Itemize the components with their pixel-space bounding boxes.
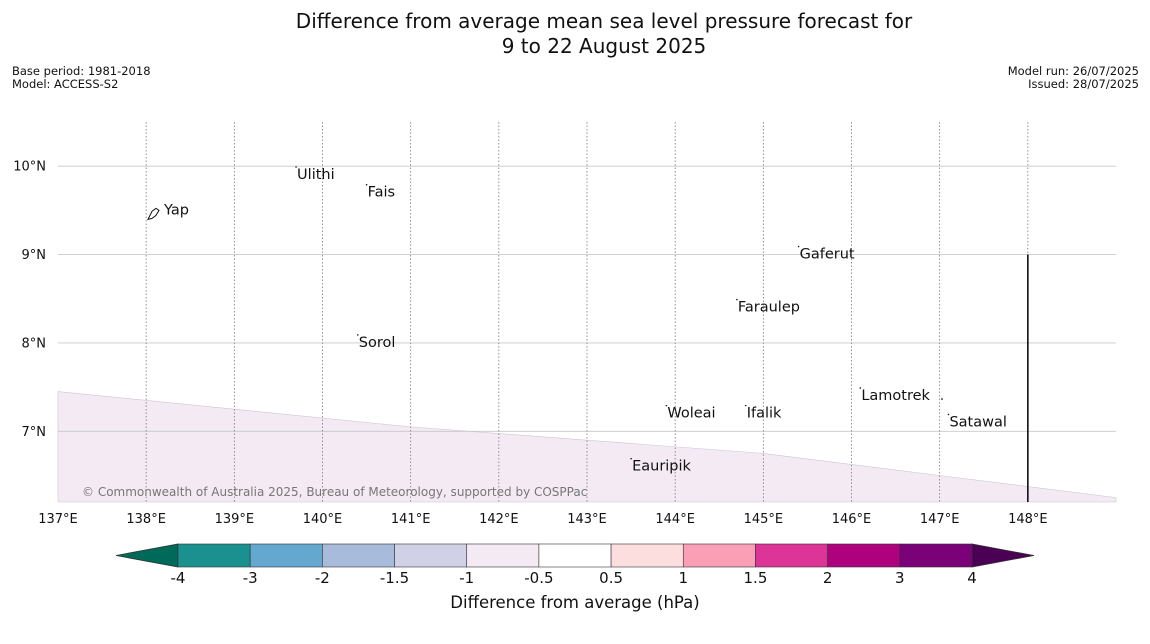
colorbar-tick-label: -4 — [171, 569, 186, 587]
colorbar-bin — [322, 543, 395, 568]
island-yap-outline — [147, 207, 160, 221]
island-marker — [941, 398, 943, 400]
lon-tick-label: 137°E — [38, 512, 78, 527]
island-eauripik-marker — [630, 457, 632, 460]
place-label-ulithi: Ulithi — [297, 167, 335, 183]
colorbar-tick-label: 0.5 — [599, 569, 623, 587]
place-label-lamotrek: Lamotrek — [861, 388, 930, 404]
colorbar-bin — [899, 543, 973, 568]
title-line-2: 9 to 22 August 2025 — [501, 34, 707, 58]
island-lamotrek-marker — [859, 387, 862, 389]
colorbar: -4 -3 -2 -1.5 -1 -0.5 0.5 1 1.5 2 3 4 — [115, 543, 1035, 587]
colorbar-tick-label: 3 — [895, 569, 905, 587]
colorbar-bin — [538, 543, 612, 568]
island-faraulep-marker — [736, 298, 738, 301]
place-label-fais: Fais — [368, 185, 395, 201]
place-label-faraulep: Faraulep — [738, 300, 800, 316]
lon-tick-label: 143°E — [567, 512, 607, 527]
place-label-gaferut: Gaferut — [800, 247, 855, 263]
lon-tick-label: 142°E — [479, 512, 519, 527]
colorbar-tick-label: 2 — [823, 569, 833, 587]
model-run-text: Model run: 26/07/2025 — [1007, 64, 1139, 78]
forecast-info-right: Model run: 26/07/2025 Issued: 28/07/2025 — [1008, 65, 1139, 91]
colorbar-tick-label: 1 — [678, 569, 688, 587]
lon-tick-label: 148°E — [1008, 512, 1048, 527]
anomaly-region — [57, 391, 1117, 503]
lat-tick-label: 8°N — [22, 336, 47, 351]
copyright-notice: © Commonwealth of Australia 2025, Bureau… — [82, 485, 587, 499]
lon-tick-label: 147°E — [920, 512, 960, 527]
colorbar-tick-label: -3 — [243, 569, 258, 587]
colorbar-low-extension — [115, 543, 179, 568]
island-satawal-marker — [947, 413, 950, 416]
colorbar-tick-label: -0.5 — [524, 569, 553, 587]
island-ulithi-marker — [295, 166, 297, 168]
place-label-woleai: Woleai — [667, 406, 715, 422]
forecast-info-left: Base period: 1981-2018 Model: ACCESS-S2 — [12, 65, 151, 91]
colorbar-bin — [249, 543, 323, 568]
place-label-satawal: Satawal — [949, 414, 1006, 430]
lat-tick-label: 7°N — [22, 425, 47, 440]
chart-title: Difference from average mean sea level p… — [0, 9, 1150, 59]
colorbar-tick-label: -2 — [315, 569, 330, 587]
island-woleai-marker — [665, 404, 668, 407]
colorbar-tick-label: 1.5 — [744, 569, 768, 587]
colorbar-tick-label: -1.5 — [380, 569, 409, 587]
model-text: Model: ACCESS-S2 — [12, 77, 119, 91]
lon-tick-label: 140°E — [303, 512, 343, 527]
place-label-sorol: Sorol — [359, 335, 396, 351]
island-ifalik-marker — [744, 404, 747, 407]
colorbar-tick-label: -1 — [459, 569, 474, 587]
colorbar-bin — [682, 543, 756, 568]
island-sorol-marker — [356, 334, 359, 336]
colorbar-tick-label: 4 — [967, 569, 977, 587]
title-line-1: Difference from average mean sea level p… — [295, 9, 913, 33]
place-label-yap: Yap — [163, 202, 189, 218]
lon-tick-label: 138°E — [126, 512, 166, 527]
island-gaferut-marker — [797, 245, 800, 248]
base-period-text: Base period: 1981-2018 — [12, 64, 151, 78]
map-layer: 10°N 9°N 8°N 7°N 137°E 138°E 139°E 140°E 141°E 14… — [13, 122, 1117, 527]
island-fais-marker — [365, 183, 368, 186]
colorbar-bin — [394, 543, 468, 568]
lon-tick-label: 145°E — [744, 512, 784, 527]
lon-tick-label: 139°E — [215, 512, 255, 527]
lon-tick-label: 141°E — [391, 512, 431, 527]
colorbar-bin — [177, 543, 251, 568]
colorbar-high-extension — [971, 543, 1035, 568]
lat-tick-label: 10°N — [13, 160, 46, 175]
colorbar-bin — [827, 543, 901, 568]
colorbar-title: Difference from average (hPa) — [450, 593, 700, 612]
lon-tick-label: 144°E — [655, 512, 695, 527]
place-label-ifalik: Ifalik — [747, 406, 782, 422]
issued-text: Issued: 28/07/2025 — [1028, 77, 1139, 91]
colorbar-bin — [755, 543, 828, 568]
lon-tick-label: 146°E — [832, 512, 872, 527]
place-label-eauripik: Eauripik — [632, 459, 691, 475]
colorbar-bin — [610, 543, 684, 568]
colorbar-bin — [466, 543, 540, 568]
lat-tick-label: 9°N — [22, 248, 47, 263]
